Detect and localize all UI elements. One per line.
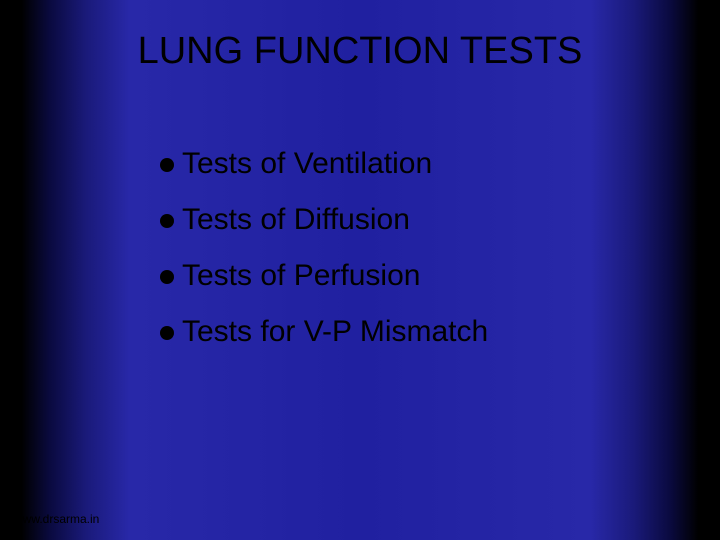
bullet-icon bbox=[160, 270, 174, 284]
bullet-text: Tests of Ventilation bbox=[182, 147, 432, 181]
bullet-list: Tests of Ventilation Tests of Diffusion … bbox=[160, 140, 600, 364]
list-item: Tests of Diffusion bbox=[160, 196, 600, 244]
footer-text: www.drsarma.in bbox=[14, 512, 99, 526]
list-item: Tests of Ventilation bbox=[160, 140, 600, 188]
bullet-text: Tests of Perfusion bbox=[182, 259, 420, 293]
list-item: Tests for V-P Mismatch bbox=[160, 308, 600, 356]
bullet-text: Tests of Diffusion bbox=[182, 203, 410, 237]
bullet-icon bbox=[160, 326, 174, 340]
slide-container: LUNG FUNCTION TESTS Tests of Ventilation… bbox=[0, 0, 720, 540]
bullet-icon bbox=[160, 214, 174, 228]
bullet-text: Tests for V-P Mismatch bbox=[182, 315, 488, 349]
list-item: Tests of Perfusion bbox=[160, 252, 600, 300]
slide-title: LUNG FUNCTION TESTS bbox=[0, 30, 720, 73]
bullet-icon bbox=[160, 158, 174, 172]
